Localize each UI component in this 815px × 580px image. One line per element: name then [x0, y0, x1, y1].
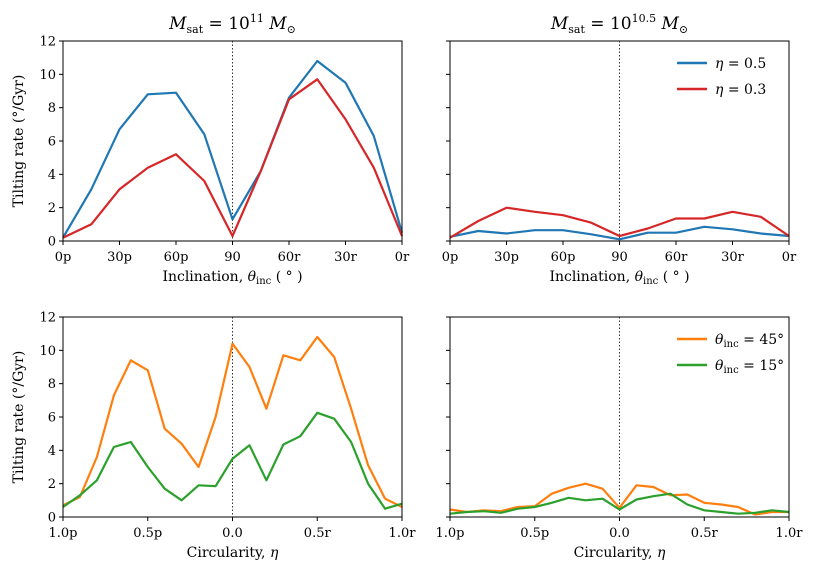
- x-tick-label: 0p: [55, 250, 72, 265]
- x-tick-label: 30r: [334, 250, 358, 265]
- panel-bottom-left: 0 2 4 6 8 10 12 1.0p 0.5p 0.0 0.5r 1.0r Circularity,…: [11, 311, 416, 562]
- legend-label: θinc = 15°: [715, 358, 784, 376]
- y-tick-label: 0: [48, 511, 56, 526]
- series-line-2: [62, 78, 404, 239]
- x-tick-label: 1.0p: [436, 526, 465, 541]
- y-tick-label: 8: [48, 101, 56, 116]
- legend-label: θinc = 45°: [715, 332, 784, 350]
- x-tick-label: 30p: [494, 250, 519, 265]
- x-axis-label: Circularity, η: [574, 545, 666, 561]
- series-line-1: [62, 335, 403, 508]
- x-tick-label: 60r: [278, 250, 302, 265]
- x-tick-label: 0.5r: [304, 526, 332, 541]
- x-tick-label: 1.0r: [389, 526, 417, 541]
- y-tick-label: 0: [48, 235, 56, 250]
- x-axis-label: Circularity, η: [187, 545, 279, 561]
- y-tick-label: 12: [39, 311, 56, 326]
- series-line-1: [449, 482, 789, 516]
- panel-top-left: 0 2 4 6 8 10 12 0p 30p 60p 90 60r 30r 0r Inclination, …: [11, 12, 410, 287]
- x-tick-label: 60p: [551, 250, 576, 265]
- x-tick-label: 60r: [665, 250, 689, 265]
- panel-title: Msat = 1010.5 M⊙: [550, 12, 688, 36]
- x-tick-label: 0.5p: [520, 526, 549, 541]
- x-tick-label: 1.0p: [49, 526, 78, 541]
- panel-top-right: 0p 30p 60p 90 60r 30r 0r Inclination, θinc ( ° …: [442, 12, 797, 287]
- x-tick-label: 0r: [782, 250, 797, 265]
- panel-bottom-right: 1.0p 0.5p 0.0 0.5r 1.0r Circularity, η θinc = …: [436, 316, 804, 561]
- y-tick-label: 6: [48, 411, 56, 426]
- y-tick-label: 2: [48, 477, 56, 492]
- series-line-2: [449, 206, 790, 239]
- legend-label: η = 0.3: [715, 82, 766, 98]
- y-tick-label: 6: [48, 135, 56, 150]
- x-tick-label: 0.5p: [133, 526, 162, 541]
- y-tick-label: 10: [39, 344, 56, 359]
- x-tick-label: 90: [224, 250, 241, 265]
- x-tick-label: 90: [611, 250, 628, 265]
- series-line-2: [62, 411, 403, 510]
- x-axis-label: Inclination, θinc ( ° ): [549, 269, 689, 287]
- y-tick-label: 2: [48, 201, 56, 216]
- panel-title: Msat = 1011 M⊙: [168, 12, 296, 36]
- x-tick-label: 30p: [107, 250, 132, 265]
- y-axis-label: Tilting rate (°/Gyr): [11, 351, 27, 484]
- x-tick-label: 0r: [395, 250, 410, 265]
- x-tick-label: 0.0: [609, 526, 630, 541]
- y-tick-label: 4: [48, 444, 56, 459]
- x-tick-label: 0p: [442, 250, 459, 265]
- y-tick-label: 4: [48, 168, 56, 183]
- x-tick-label: 30r: [721, 250, 745, 265]
- x-axis-label: Inclination, θinc ( ° ): [162, 269, 302, 287]
- y-axis-label: Tilting rate (°/Gyr): [11, 75, 27, 208]
- x-tick-label: 60p: [164, 250, 189, 265]
- x-tick-label: 1.0r: [776, 526, 804, 541]
- series-line-2: [449, 492, 790, 515]
- x-tick-label: 0.0: [222, 526, 243, 541]
- y-tick-label: 8: [48, 377, 56, 392]
- x-tick-label: 0.5r: [691, 526, 719, 541]
- y-tick-label: 12: [39, 35, 56, 50]
- series-line-1: [449, 225, 790, 241]
- legend-label: η = 0.5: [715, 56, 766, 72]
- y-tick-label: 10: [39, 68, 56, 83]
- series-line-1: [62, 59, 404, 239]
